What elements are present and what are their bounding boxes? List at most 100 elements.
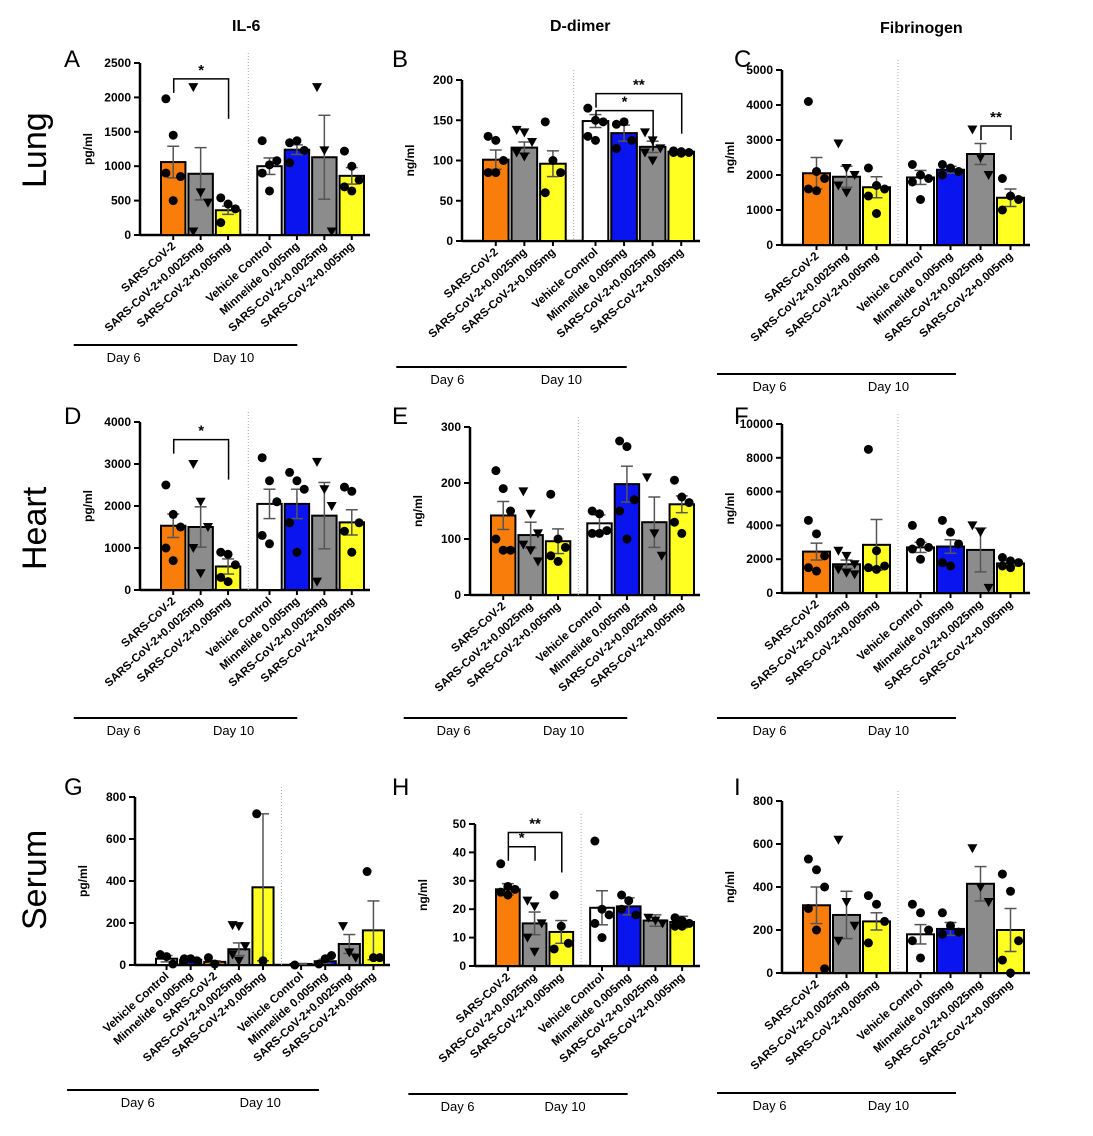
data-point [841, 568, 852, 578]
data-point [833, 139, 844, 149]
data-point [657, 919, 668, 929]
data-point [257, 168, 267, 178]
y-tick-label: 2000 [104, 90, 131, 104]
data-point [639, 128, 650, 138]
data-point [684, 498, 694, 508]
y-tick-label: 0 [119, 958, 126, 972]
data-point [203, 953, 213, 963]
data-point [677, 921, 687, 931]
data-point [812, 167, 821, 176]
panel-letter-c: C [734, 46, 752, 73]
data-point [812, 865, 821, 875]
group-label: Day 6 [437, 723, 471, 738]
data-point [611, 119, 621, 129]
group-label: Day 6 [121, 1095, 155, 1110]
data-point [563, 938, 573, 948]
y-tick-label: 400 [753, 880, 773, 894]
data-point [168, 130, 178, 140]
chart-panel-b: 050100150200ng/mlSARS-CoV-2SARS-CoV-2+0.… [396, 70, 700, 387]
data-point [916, 554, 925, 564]
y-axis-label: pg/ml [76, 865, 90, 897]
y-tick-label: 20 [453, 902, 467, 916]
data-point [849, 570, 860, 580]
data-point [188, 83, 199, 93]
y-axis-label: ng/ml [723, 142, 737, 174]
data-point [202, 523, 213, 532]
group-label: Day 6 [107, 350, 141, 365]
y-tick-label: 100 [433, 154, 453, 168]
group-label: Day 10 [868, 723, 909, 738]
group-label: Day 10 [213, 350, 254, 365]
data-point [368, 953, 378, 963]
data-point [863, 444, 873, 454]
data-point [362, 867, 372, 877]
bar [510, 146, 539, 242]
data-point [983, 898, 994, 908]
chart-panel-f: 0200040006000800010000ng/mlSARS-CoV-2SAR… [717, 414, 1030, 738]
significance-label: ** [529, 816, 541, 833]
bar [642, 919, 669, 967]
significance-label: * [622, 94, 628, 111]
group-label: Day 6 [753, 379, 787, 394]
data-point [525, 509, 536, 519]
data-point [529, 902, 540, 912]
y-tick-label: 2000 [104, 499, 131, 513]
data-point [833, 565, 844, 575]
data-point [907, 899, 917, 909]
data-point [617, 904, 627, 914]
data-point [223, 577, 233, 587]
data-point [937, 170, 947, 180]
data-point [312, 457, 323, 467]
data-point [503, 890, 513, 900]
data-point [546, 551, 556, 561]
group-label: Day 6 [107, 723, 141, 738]
data-point [946, 527, 955, 537]
data-point [319, 146, 330, 156]
data-point [491, 135, 501, 145]
y-axis-label: ng/ml [416, 879, 430, 911]
data-point [812, 925, 821, 935]
data-point [522, 933, 533, 943]
significance-bracket [172, 438, 230, 480]
y-tick-label: 1500 [104, 125, 131, 139]
data-point [872, 181, 881, 190]
data-point [511, 125, 522, 135]
data-point [595, 509, 604, 519]
data-point [872, 209, 881, 218]
data-point [841, 164, 852, 173]
data-point [997, 561, 1007, 571]
data-point [192, 956, 202, 966]
panel-letter-h: H [392, 774, 410, 801]
data-point [506, 545, 516, 555]
y-tick-label: 4000 [746, 518, 773, 532]
data-point [532, 557, 543, 567]
data-point [803, 515, 813, 525]
data-point [639, 148, 650, 158]
data-point [583, 103, 593, 113]
data-point [522, 896, 533, 906]
y-tick-label: 3000 [746, 133, 773, 147]
y-axis-label: pg/ml [81, 490, 95, 522]
significance-bracket [980, 125, 1012, 140]
group-label: Day 10 [868, 379, 909, 394]
column-title-il6: IL-6 [232, 18, 261, 35]
data-point [519, 152, 530, 162]
data-point [162, 952, 172, 962]
data-point [168, 556, 178, 566]
data-point [188, 460, 199, 469]
y-tick-label: 0 [766, 586, 773, 600]
data-point [553, 534, 563, 544]
data-point [549, 890, 559, 900]
data-point [233, 922, 244, 932]
y-axis-label: ng/ml [723, 871, 737, 903]
bar [906, 546, 935, 594]
y-tick-label: 0 [454, 588, 461, 602]
data-point [161, 543, 171, 553]
significance-bracket [172, 78, 230, 119]
data-point [611, 143, 621, 153]
data-point [975, 883, 986, 892]
data-point [677, 528, 687, 538]
data-point [604, 910, 614, 920]
group-label: Day 10 [240, 1095, 281, 1110]
y-tick-label: 600 [753, 837, 773, 851]
